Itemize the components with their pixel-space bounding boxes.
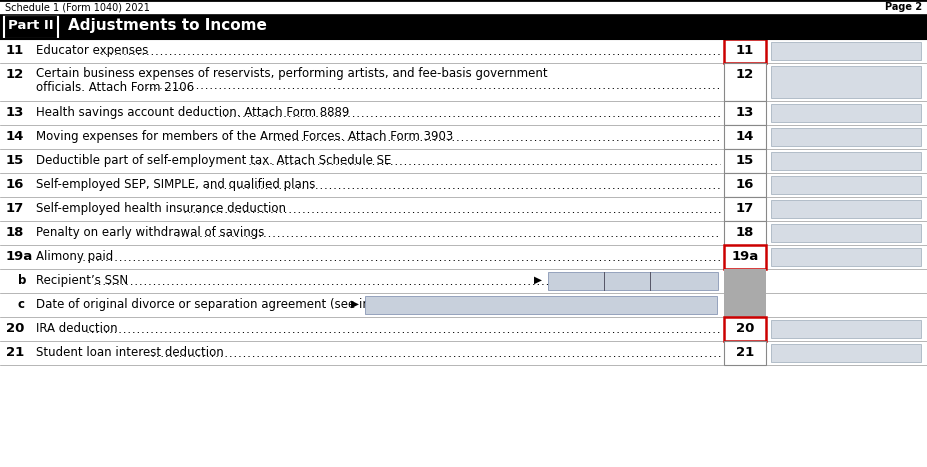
Text: 19a: 19a (6, 250, 33, 263)
Bar (365, 296, 717, 314)
Text: Student loan interest deduction: Student loan interest deduction (36, 346, 223, 359)
Text: 18: 18 (736, 226, 755, 239)
Text: c: c (18, 298, 25, 311)
Text: 13: 13 (6, 106, 24, 119)
Bar (0, 15, 927, 39)
Bar (771, 200, 921, 218)
Bar (724, 125, 766, 149)
Bar (724, 101, 766, 125)
Text: ▶: ▶ (534, 275, 542, 285)
Bar (724, 317, 766, 341)
Text: Deductible part of self-employment tax. Attach Schedule SE: Deductible part of self-employment tax. … (36, 154, 391, 167)
Text: Educator expenses: Educator expenses (36, 44, 148, 57)
Bar (771, 248, 921, 266)
Bar (724, 341, 766, 365)
Text: ▶: ▶ (351, 299, 359, 309)
Text: Alimony paid: Alimony paid (36, 250, 113, 263)
Text: 16: 16 (6, 178, 24, 191)
Text: 21: 21 (6, 346, 24, 359)
Text: Self-employed health insurance deduction: Self-employed health insurance deduction (36, 202, 286, 215)
Bar (724, 269, 766, 293)
Text: Adjustments to Income: Adjustments to Income (68, 18, 267, 33)
Text: 13: 13 (736, 106, 755, 119)
Text: 15: 15 (6, 154, 24, 167)
Text: 15: 15 (736, 154, 755, 167)
Text: Recipient’s SSN: Recipient’s SSN (36, 274, 128, 287)
Bar (724, 63, 766, 101)
Bar (724, 197, 766, 221)
Text: 18: 18 (6, 226, 24, 239)
Bar (724, 245, 766, 269)
Text: Page 2: Page 2 (885, 2, 922, 12)
Text: Date of original divorce or separation agreement (see instructions): Date of original divorce or separation a… (36, 298, 433, 311)
Text: 20: 20 (736, 322, 755, 335)
Text: Part II: Part II (8, 19, 54, 32)
Bar (548, 272, 718, 290)
Bar (724, 293, 766, 317)
Text: 19a: 19a (731, 250, 758, 263)
Bar (4, 15, 58, 39)
Text: Penalty on early withdrawal of savings: Penalty on early withdrawal of savings (36, 226, 264, 239)
Text: 16: 16 (736, 178, 755, 191)
Text: 12: 12 (736, 68, 755, 81)
Text: Certain business expenses of reservists, performing artists, and fee-basis gover: Certain business expenses of reservists,… (36, 67, 548, 80)
Bar (724, 173, 766, 197)
Text: 20: 20 (6, 322, 24, 335)
Text: officials. Attach Form 2106: officials. Attach Form 2106 (36, 81, 194, 94)
Bar (771, 224, 921, 242)
Text: 17: 17 (6, 202, 24, 215)
Bar (771, 176, 921, 194)
Text: Moving expenses for members of the Armed Forces. Attach Form 3903: Moving expenses for members of the Armed… (36, 130, 453, 143)
Text: 11: 11 (6, 44, 24, 57)
Bar (771, 42, 921, 60)
Bar (724, 149, 766, 173)
Text: 11: 11 (736, 44, 755, 57)
Text: 21: 21 (736, 346, 755, 359)
Text: 12: 12 (6, 68, 24, 81)
Bar (771, 320, 921, 338)
Text: Self-employed SEP, SIMPLE, and qualified plans: Self-employed SEP, SIMPLE, and qualified… (36, 178, 315, 191)
Bar (724, 39, 766, 63)
Bar (771, 344, 921, 362)
Text: 14: 14 (6, 130, 24, 143)
Bar (724, 221, 766, 245)
Bar (771, 152, 921, 170)
Text: b: b (18, 274, 26, 287)
Bar (771, 104, 921, 122)
Text: Health savings account deduction. Attach Form 8889: Health savings account deduction. Attach… (36, 106, 349, 119)
Text: 14: 14 (736, 130, 755, 143)
Text: 17: 17 (736, 202, 755, 215)
Text: Schedule 1 (Form 1040) 2021: Schedule 1 (Form 1040) 2021 (5, 2, 150, 12)
Bar (771, 66, 921, 98)
Bar (771, 128, 921, 146)
Text: IRA deduction: IRA deduction (36, 322, 118, 335)
